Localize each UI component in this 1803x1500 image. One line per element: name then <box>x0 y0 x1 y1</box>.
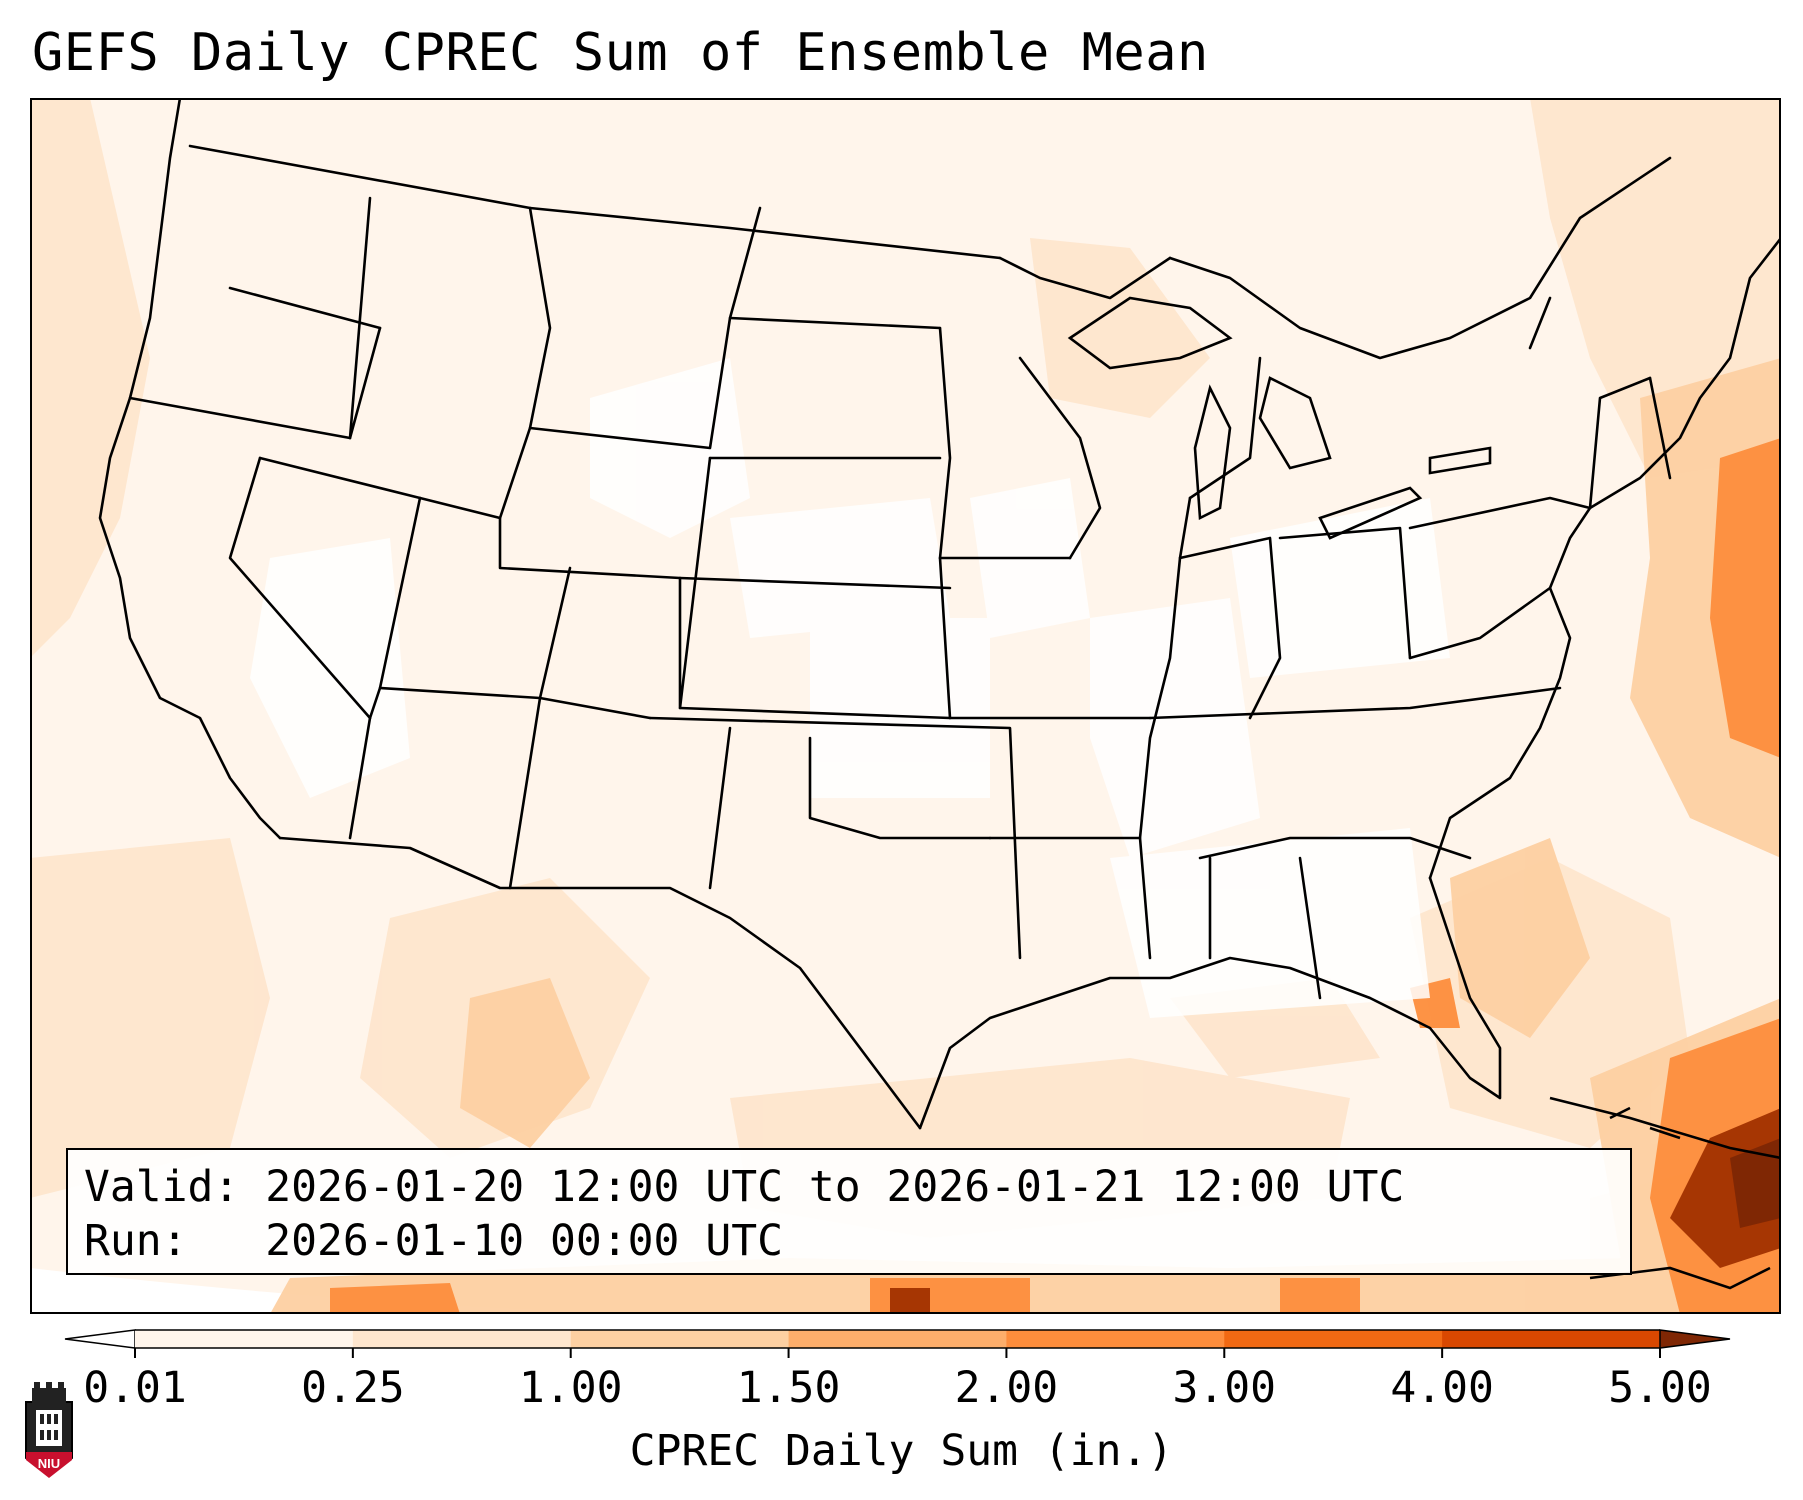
precip-map <box>30 98 1781 1314</box>
lake-huron <box>1258 376 1332 470</box>
colorbar-tick-label: 0.01 <box>83 1363 187 1413</box>
colorbar-segment <box>1224 1330 1443 1348</box>
precip-none <box>250 358 1450 1018</box>
great-lakes <box>1067 296 1492 540</box>
lake-erie <box>1318 486 1423 540</box>
colorbar-segment <box>788 1330 1007 1348</box>
colorbar-tick-label: 1.00 <box>518 1363 623 1413</box>
lake-michigan <box>1193 384 1232 521</box>
colorbar-tick-label: 2.00 <box>954 1363 1059 1413</box>
colorbar-tick-label: 0.25 <box>301 1363 405 1413</box>
run-time-text: Run: 2026-01-10 00:00 UTC <box>84 1216 783 1266</box>
colorbar-tick-label: 3.00 <box>1172 1363 1277 1413</box>
valid-run-info-box: Valid: 2026-01-20 12:00 UTC to 2026-01-2… <box>66 1148 1632 1275</box>
colorbar-label: CPREC Daily Sum (in.) <box>629 1426 1174 1476</box>
east-coast <box>1428 236 1781 880</box>
precip-extreme <box>890 1108 1781 1314</box>
map-frame <box>30 98 1781 1314</box>
colorbar-segment <box>352 1330 572 1348</box>
west-coast <box>98 98 282 840</box>
canada-border-east <box>998 256 1172 300</box>
colorbar-segment <box>570 1330 790 1348</box>
colorbar-tick-label: 5.00 <box>1608 1363 1712 1413</box>
valid-time-text: Valid: 2026-01-20 12:00 UTC to 2026-01-2… <box>84 1162 1405 1212</box>
lake-superior <box>1067 296 1233 370</box>
colorbar-frame <box>135 1329 1660 1349</box>
niu-logo: NIU <box>25 1382 73 1478</box>
boundaries <box>98 98 1781 1130</box>
svg-text:NIU: NIU <box>38 1456 60 1471</box>
us-canada-border <box>188 144 1002 260</box>
precip-extreme-core <box>1730 1138 1781 1228</box>
colorbar-under-arrow <box>64 1329 136 1349</box>
colorbar-segment <box>1006 1330 1225 1348</box>
projection-edge-left <box>30 1268 730 1314</box>
gulf-coast <box>918 876 1502 1130</box>
page-title: GEFS Daily CPREC Sum of Ensemble Mean <box>32 23 1209 83</box>
colorbar-segment <box>1442 1330 1661 1348</box>
lake-ontario <box>1428 446 1492 475</box>
us-mexico-border <box>278 836 922 1130</box>
colorbar-over-arrow <box>1659 1329 1731 1349</box>
colorbar-tick-label: 4.00 <box>1390 1363 1494 1413</box>
colorbar <box>64 1329 1731 1358</box>
great-lakes-border <box>1168 156 1672 360</box>
colorbar-segment <box>135 1330 354 1348</box>
colorbar-tick-label: 1.50 <box>736 1363 841 1413</box>
